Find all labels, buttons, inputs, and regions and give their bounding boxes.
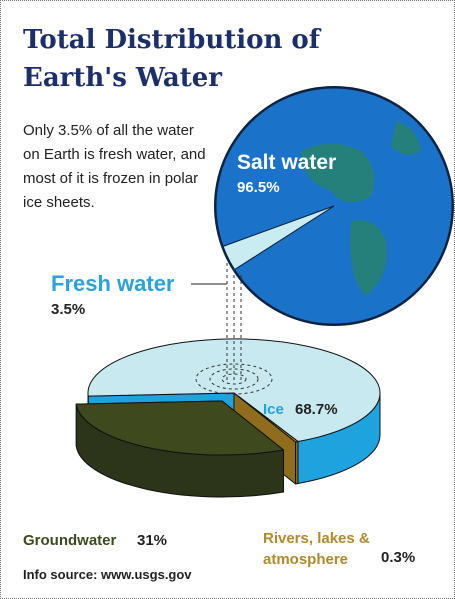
pie-value-label: 0.3% — [381, 549, 416, 566]
pie-label: Ice — [263, 401, 284, 418]
continent — [391, 121, 421, 155]
intro-text: Only 3.5% of all the water on Earth is f… — [23, 122, 206, 211]
dashed-ring — [221, 373, 247, 385]
pie-value-label: 3.5% — [51, 301, 86, 318]
pie-slice-side — [295, 441, 299, 485]
pie-label: Rivers, lakes & atmosphere — [263, 530, 370, 568]
continent — [350, 220, 387, 296]
pie-slice — [87, 338, 381, 443]
pie-label: Fresh water — [51, 271, 175, 296]
continent — [301, 143, 375, 203]
pie-value-label: 96.5% — [237, 179, 280, 196]
pie-label: Salt water — [237, 151, 337, 174]
pie-slice — [75, 400, 285, 456]
pie-label: Groundwater — [23, 532, 117, 549]
pie-value-label: 68.7% — [295, 401, 338, 418]
pie-slice — [222, 205, 335, 271]
source: Info source: www.usgs.gov — [23, 567, 192, 582]
title: Total Distribution of Earth's Water — [23, 25, 320, 93]
dashed-ring — [209, 368, 259, 390]
pie-slice — [233, 392, 299, 443]
dashed-ring — [195, 363, 273, 395]
pie-value-label: 31% — [137, 532, 168, 549]
